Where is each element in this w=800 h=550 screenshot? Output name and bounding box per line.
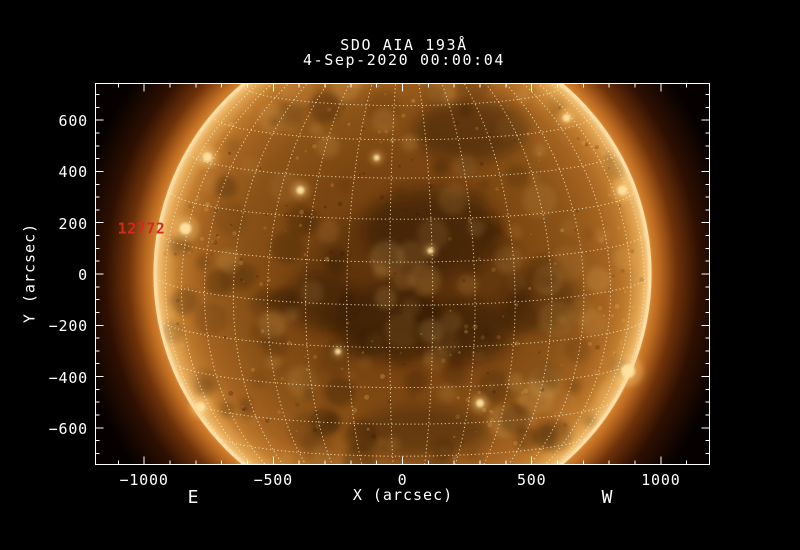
y-tick-label: 600 — [58, 112, 88, 131]
disk-texture — [156, 83, 649, 465]
x-tick-label: 1000 — [641, 470, 681, 489]
x-tick-label: 500 — [516, 470, 547, 489]
y-tick-label: 200 — [58, 214, 88, 233]
west-direction-label: W — [601, 487, 613, 508]
active-region-annotation: 12772 — [117, 219, 166, 238]
y-tick-label: 0 — [78, 266, 88, 284]
y-tick-label: −400 — [48, 368, 88, 387]
x-tick-label: −500 — [253, 470, 293, 489]
y-tick-label: −600 — [48, 419, 88, 438]
x-tick-label: 0 — [397, 470, 408, 489]
axis-ticks — [95, 83, 710, 465]
solar-disk — [95, 83, 710, 465]
x-tick-label: −1000 — [119, 470, 169, 489]
y-tick-label: 400 — [58, 163, 88, 182]
y-tick-label: −200 — [48, 317, 88, 336]
heliographic-grid — [154, 83, 651, 465]
plot-title: SDO AIA 193Å — [340, 36, 468, 54]
plot-timestamp: 4-Sep-2020 00:00:04 — [303, 51, 505, 69]
east-direction-label: E — [187, 487, 199, 508]
x-axis-label: X (arcsec) — [352, 486, 454, 504]
bright-points — [172, 109, 644, 419]
